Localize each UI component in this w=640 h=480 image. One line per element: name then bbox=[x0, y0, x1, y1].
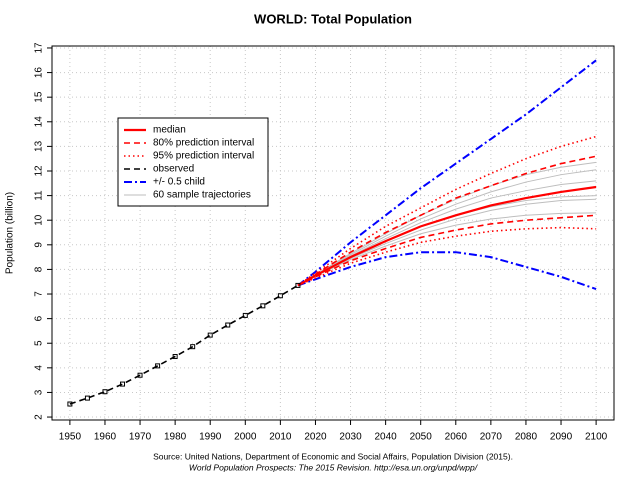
upper-bound bbox=[297, 59, 597, 287]
x-tick-label: 2010 bbox=[269, 432, 292, 443]
y-tick-label: 4 bbox=[34, 365, 45, 371]
x-tick-label: 1970 bbox=[129, 432, 152, 443]
source: World Population Prospects: The 2015 Rev… bbox=[189, 462, 479, 472]
point bbox=[277, 293, 283, 299]
trajectory bbox=[297, 212, 597, 286]
legend-box bbox=[117, 117, 269, 207]
series-line bbox=[297, 185, 597, 287]
legend-label: 95% prediction interval bbox=[153, 151, 254, 162]
x-tick-label: 2040 bbox=[374, 432, 397, 443]
y-tick-label: 15 bbox=[34, 91, 45, 103]
y-tick-label: 6 bbox=[34, 315, 45, 321]
legend-label: 60 sample trajectories bbox=[153, 190, 251, 201]
y-tick-label: 10 bbox=[34, 214, 45, 226]
x-tick-label: 2020 bbox=[304, 432, 327, 443]
y-tick-label: 14 bbox=[34, 116, 45, 128]
x-tick-label: 2090 bbox=[550, 432, 573, 443]
point bbox=[260, 303, 266, 309]
y-tick-label: 11 bbox=[34, 190, 45, 201]
x-tick-label: 1960 bbox=[94, 432, 117, 443]
y-tick-label: 2 bbox=[34, 414, 45, 420]
x-tick-label: 2000 bbox=[234, 432, 257, 443]
y-tick-label: 7 bbox=[34, 291, 45, 297]
point bbox=[190, 344, 196, 350]
y-tick-label: 16 bbox=[34, 67, 45, 79]
legend-label: 80% prediction interval bbox=[153, 138, 254, 149]
x-tick-label: 1980 bbox=[164, 432, 187, 443]
y-tick-label: 3 bbox=[34, 389, 45, 395]
point bbox=[67, 401, 73, 407]
trajectory bbox=[297, 195, 597, 286]
trajectory bbox=[297, 169, 597, 286]
legend-label: +/- 0.5 child bbox=[153, 177, 205, 188]
y-tick-label: 9 bbox=[34, 242, 45, 248]
upper-bound bbox=[297, 155, 597, 287]
y-tick-label: 8 bbox=[34, 266, 45, 272]
series-line bbox=[69, 284, 299, 405]
point bbox=[242, 312, 248, 318]
x-tick-label: 2080 bbox=[515, 432, 538, 443]
trajectory bbox=[297, 180, 597, 286]
point bbox=[155, 363, 161, 369]
legend-label: median bbox=[153, 125, 186, 136]
y-tick-label: 5 bbox=[34, 340, 45, 346]
x-tick-label: 2070 bbox=[480, 432, 503, 443]
point bbox=[102, 389, 108, 395]
x-tick-label: 2100 bbox=[585, 432, 608, 443]
x-tick-label: 1950 bbox=[59, 432, 82, 443]
source: Source: United Nations, Department of Ec… bbox=[153, 451, 513, 461]
x-tick-label: 2060 bbox=[445, 432, 468, 443]
x-tick-label: 2030 bbox=[339, 432, 362, 443]
y-tick-label: 12 bbox=[34, 165, 45, 177]
y-tick-label: 13 bbox=[34, 140, 45, 152]
legend-label: observed bbox=[153, 164, 194, 175]
plot-frame bbox=[51, 45, 615, 421]
point bbox=[207, 332, 213, 338]
point bbox=[295, 282, 301, 288]
upper-bound bbox=[297, 135, 597, 287]
x-tick-label: 1990 bbox=[199, 432, 222, 443]
trajectory bbox=[297, 161, 597, 286]
y-tick-label: 17 bbox=[34, 42, 45, 54]
point bbox=[120, 381, 126, 387]
lower-bound bbox=[297, 251, 597, 291]
point bbox=[225, 322, 231, 328]
point bbox=[172, 354, 178, 360]
y-axis-label: Population (billion) bbox=[5, 192, 16, 274]
point bbox=[137, 372, 143, 378]
point bbox=[84, 395, 90, 401]
chart-title: WORLD: Total Population bbox=[254, 11, 412, 26]
x-tick-label: 2050 bbox=[410, 432, 433, 443]
